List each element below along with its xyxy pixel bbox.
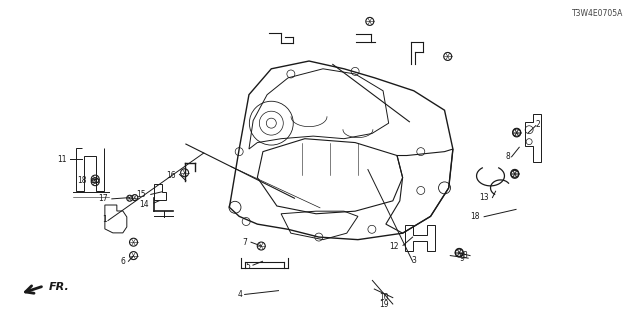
Text: 14: 14 (140, 200, 149, 209)
Text: 13: 13 (479, 193, 488, 202)
Text: 19: 19 (379, 300, 388, 308)
Text: 5: 5 (245, 262, 250, 271)
Text: 15: 15 (136, 190, 146, 199)
Text: 7: 7 (243, 238, 247, 247)
Text: 17: 17 (99, 194, 108, 204)
Text: 11: 11 (58, 155, 67, 164)
Text: 1: 1 (102, 215, 107, 224)
Text: 16: 16 (166, 171, 175, 180)
Text: T3W4E0705A: T3W4E0705A (572, 9, 623, 18)
Text: 4: 4 (237, 290, 242, 299)
Text: FR.: FR. (49, 283, 69, 292)
Text: 3: 3 (411, 256, 416, 265)
Text: 2: 2 (536, 120, 540, 130)
Text: 6: 6 (121, 257, 126, 266)
Text: 10: 10 (380, 292, 389, 301)
Text: 8: 8 (506, 152, 510, 161)
Text: 8: 8 (462, 251, 467, 260)
Text: 18: 18 (77, 176, 86, 185)
Text: 9: 9 (460, 254, 465, 263)
Text: 18: 18 (470, 212, 479, 221)
Text: 12: 12 (390, 242, 399, 251)
